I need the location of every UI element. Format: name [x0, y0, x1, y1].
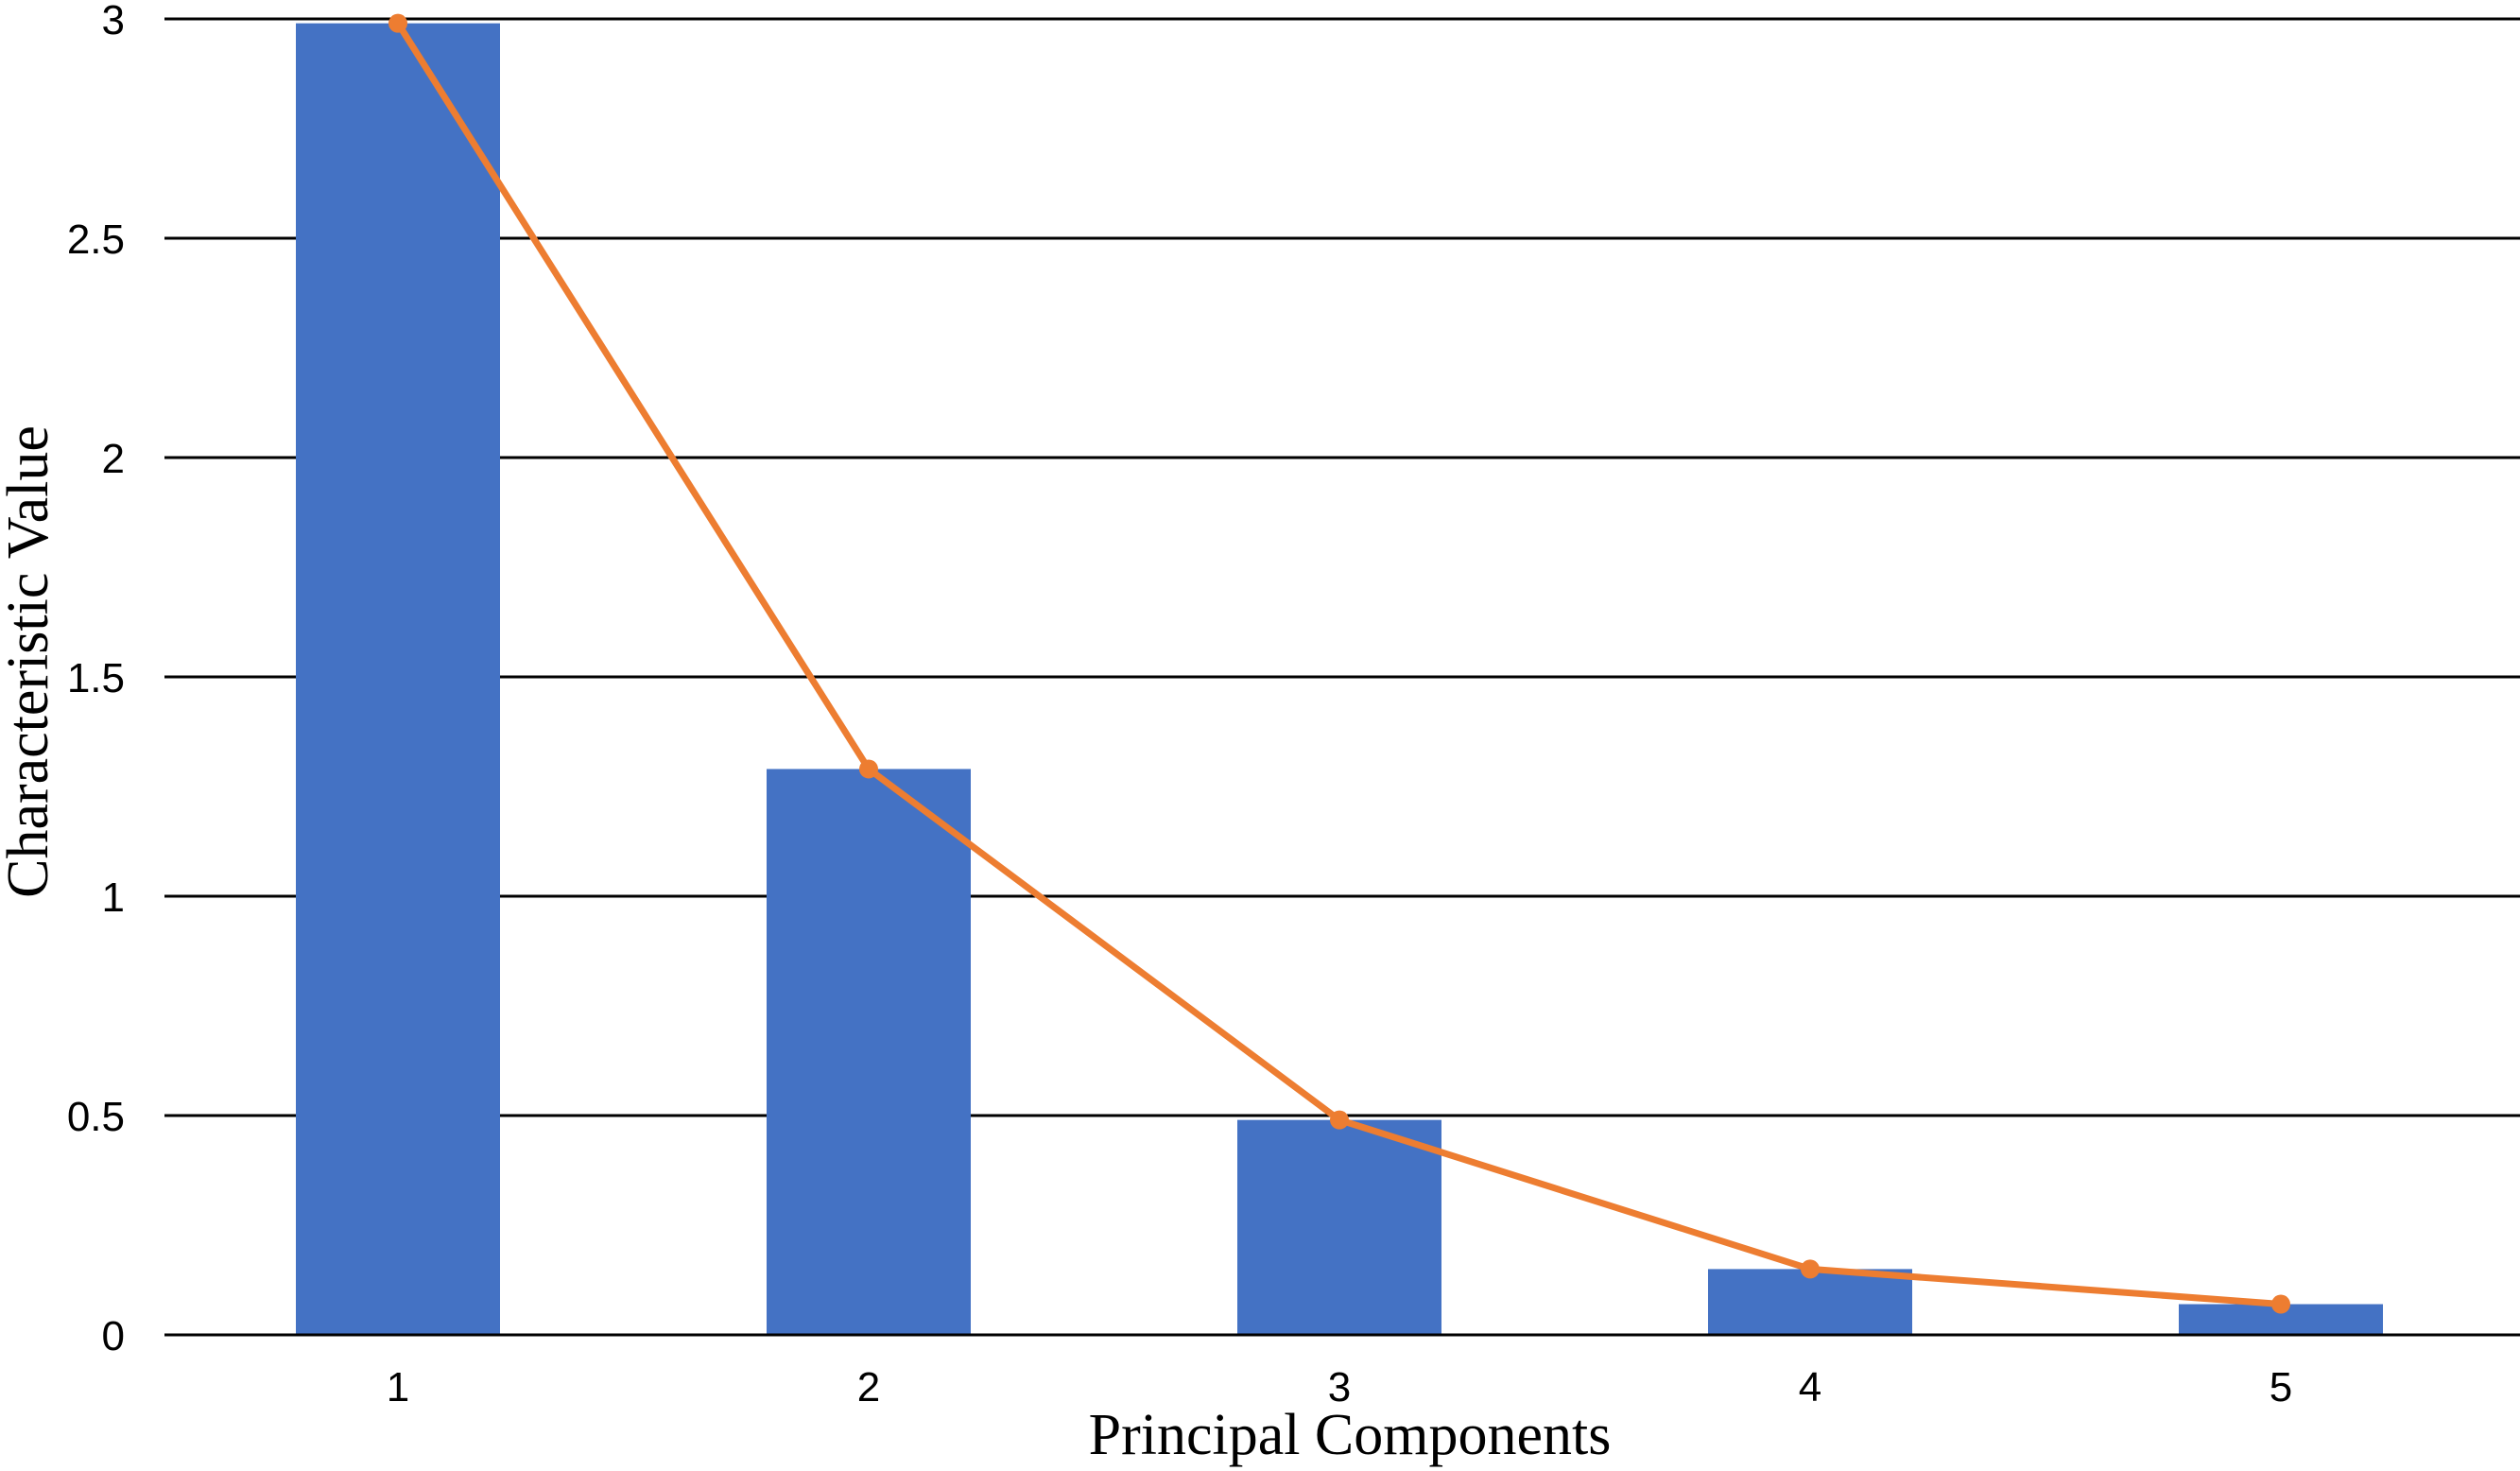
bar [1237, 1119, 1441, 1335]
y-tick-label: 0.5 [67, 1094, 125, 1140]
line-point [1801, 1259, 1820, 1279]
line-point [2271, 1294, 2290, 1314]
line-point [388, 13, 407, 33]
x-tick-label: 2 [857, 1364, 880, 1410]
gridlines [164, 17, 2520, 1117]
line-point [1330, 1110, 1349, 1130]
y-tick-label: 1 [102, 874, 125, 921]
x-tick-label: 1 [387, 1364, 409, 1410]
y-tick-labels: 0 0.5 1 1.5 2 2.5 3 [67, 0, 125, 1359]
bar-series [296, 23, 2383, 1335]
bar [767, 769, 971, 1335]
y-tick-label: 2 [102, 436, 125, 482]
bar [296, 23, 500, 1335]
x-tick-label: 4 [1799, 1364, 1821, 1410]
y-tick-label: 0 [102, 1313, 125, 1359]
line-series [388, 13, 2290, 1314]
y-tick-label: 1.5 [67, 655, 125, 701]
x-tick-label: 5 [2270, 1364, 2292, 1410]
y-tick-label: 3 [102, 0, 125, 43]
y-axis-title: Characteristic Value [0, 425, 60, 898]
line-point [859, 759, 878, 779]
x-tick-label: 3 [1328, 1364, 1351, 1410]
bar [1708, 1269, 1912, 1335]
x-axis-title: Principal Components [1089, 1403, 1612, 1467]
y-tick-label: 2.5 [67, 216, 125, 263]
x-tick-labels: 1 2 3 4 5 [387, 1364, 2292, 1410]
